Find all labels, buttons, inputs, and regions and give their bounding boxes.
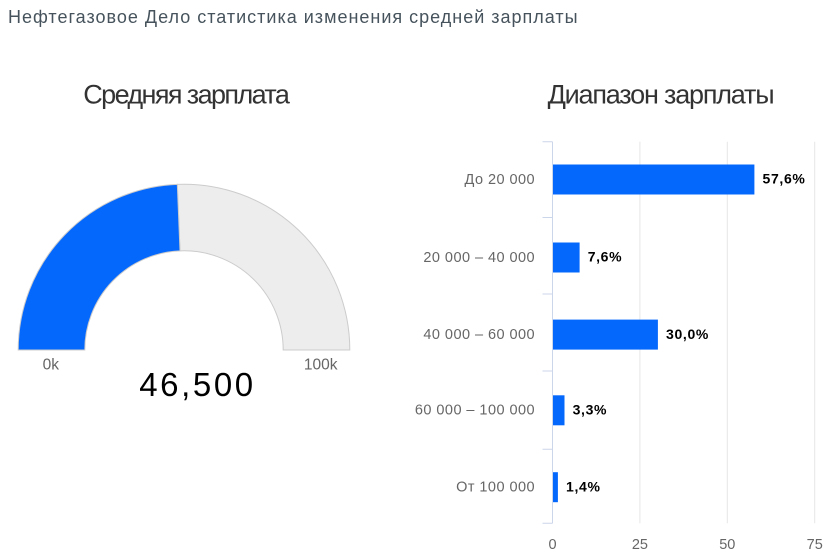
svg-text:Нефтегазовое Дело статистика и: Нефтегазовое Дело статистика изменения с…	[8, 7, 579, 27]
svg-text:20 000 – 40 000: 20 000 – 40 000	[423, 250, 535, 266]
svg-text:40 000 – 60 000: 40 000 – 60 000	[423, 327, 535, 343]
svg-text:0k: 0k	[43, 357, 60, 374]
svg-text:57,6%: 57,6%	[763, 171, 806, 187]
svg-text:Диапазон зарплаты: Диапазон зарплаты	[548, 80, 774, 110]
svg-text:100k: 100k	[304, 357, 338, 374]
svg-text:1,4%: 1,4%	[566, 478, 601, 494]
svg-text:46,500: 46,500	[139, 366, 256, 403]
svg-text:0: 0	[548, 537, 556, 553]
svg-text:25: 25	[632, 537, 648, 553]
svg-text:До 20 000: До 20 000	[465, 172, 535, 188]
svg-text:75: 75	[807, 537, 823, 553]
svg-text:Средняя зарплата: Средняя зарплата	[83, 80, 291, 110]
svg-text:7,6%: 7,6%	[588, 249, 623, 265]
svg-text:30,0%: 30,0%	[666, 326, 709, 342]
svg-text:От 100 000: От 100 000	[456, 480, 535, 496]
svg-text:50: 50	[719, 537, 735, 553]
svg-text:60 000 – 100 000: 60 000 – 100 000	[415, 403, 535, 419]
svg-text:3,3%: 3,3%	[573, 402, 608, 418]
